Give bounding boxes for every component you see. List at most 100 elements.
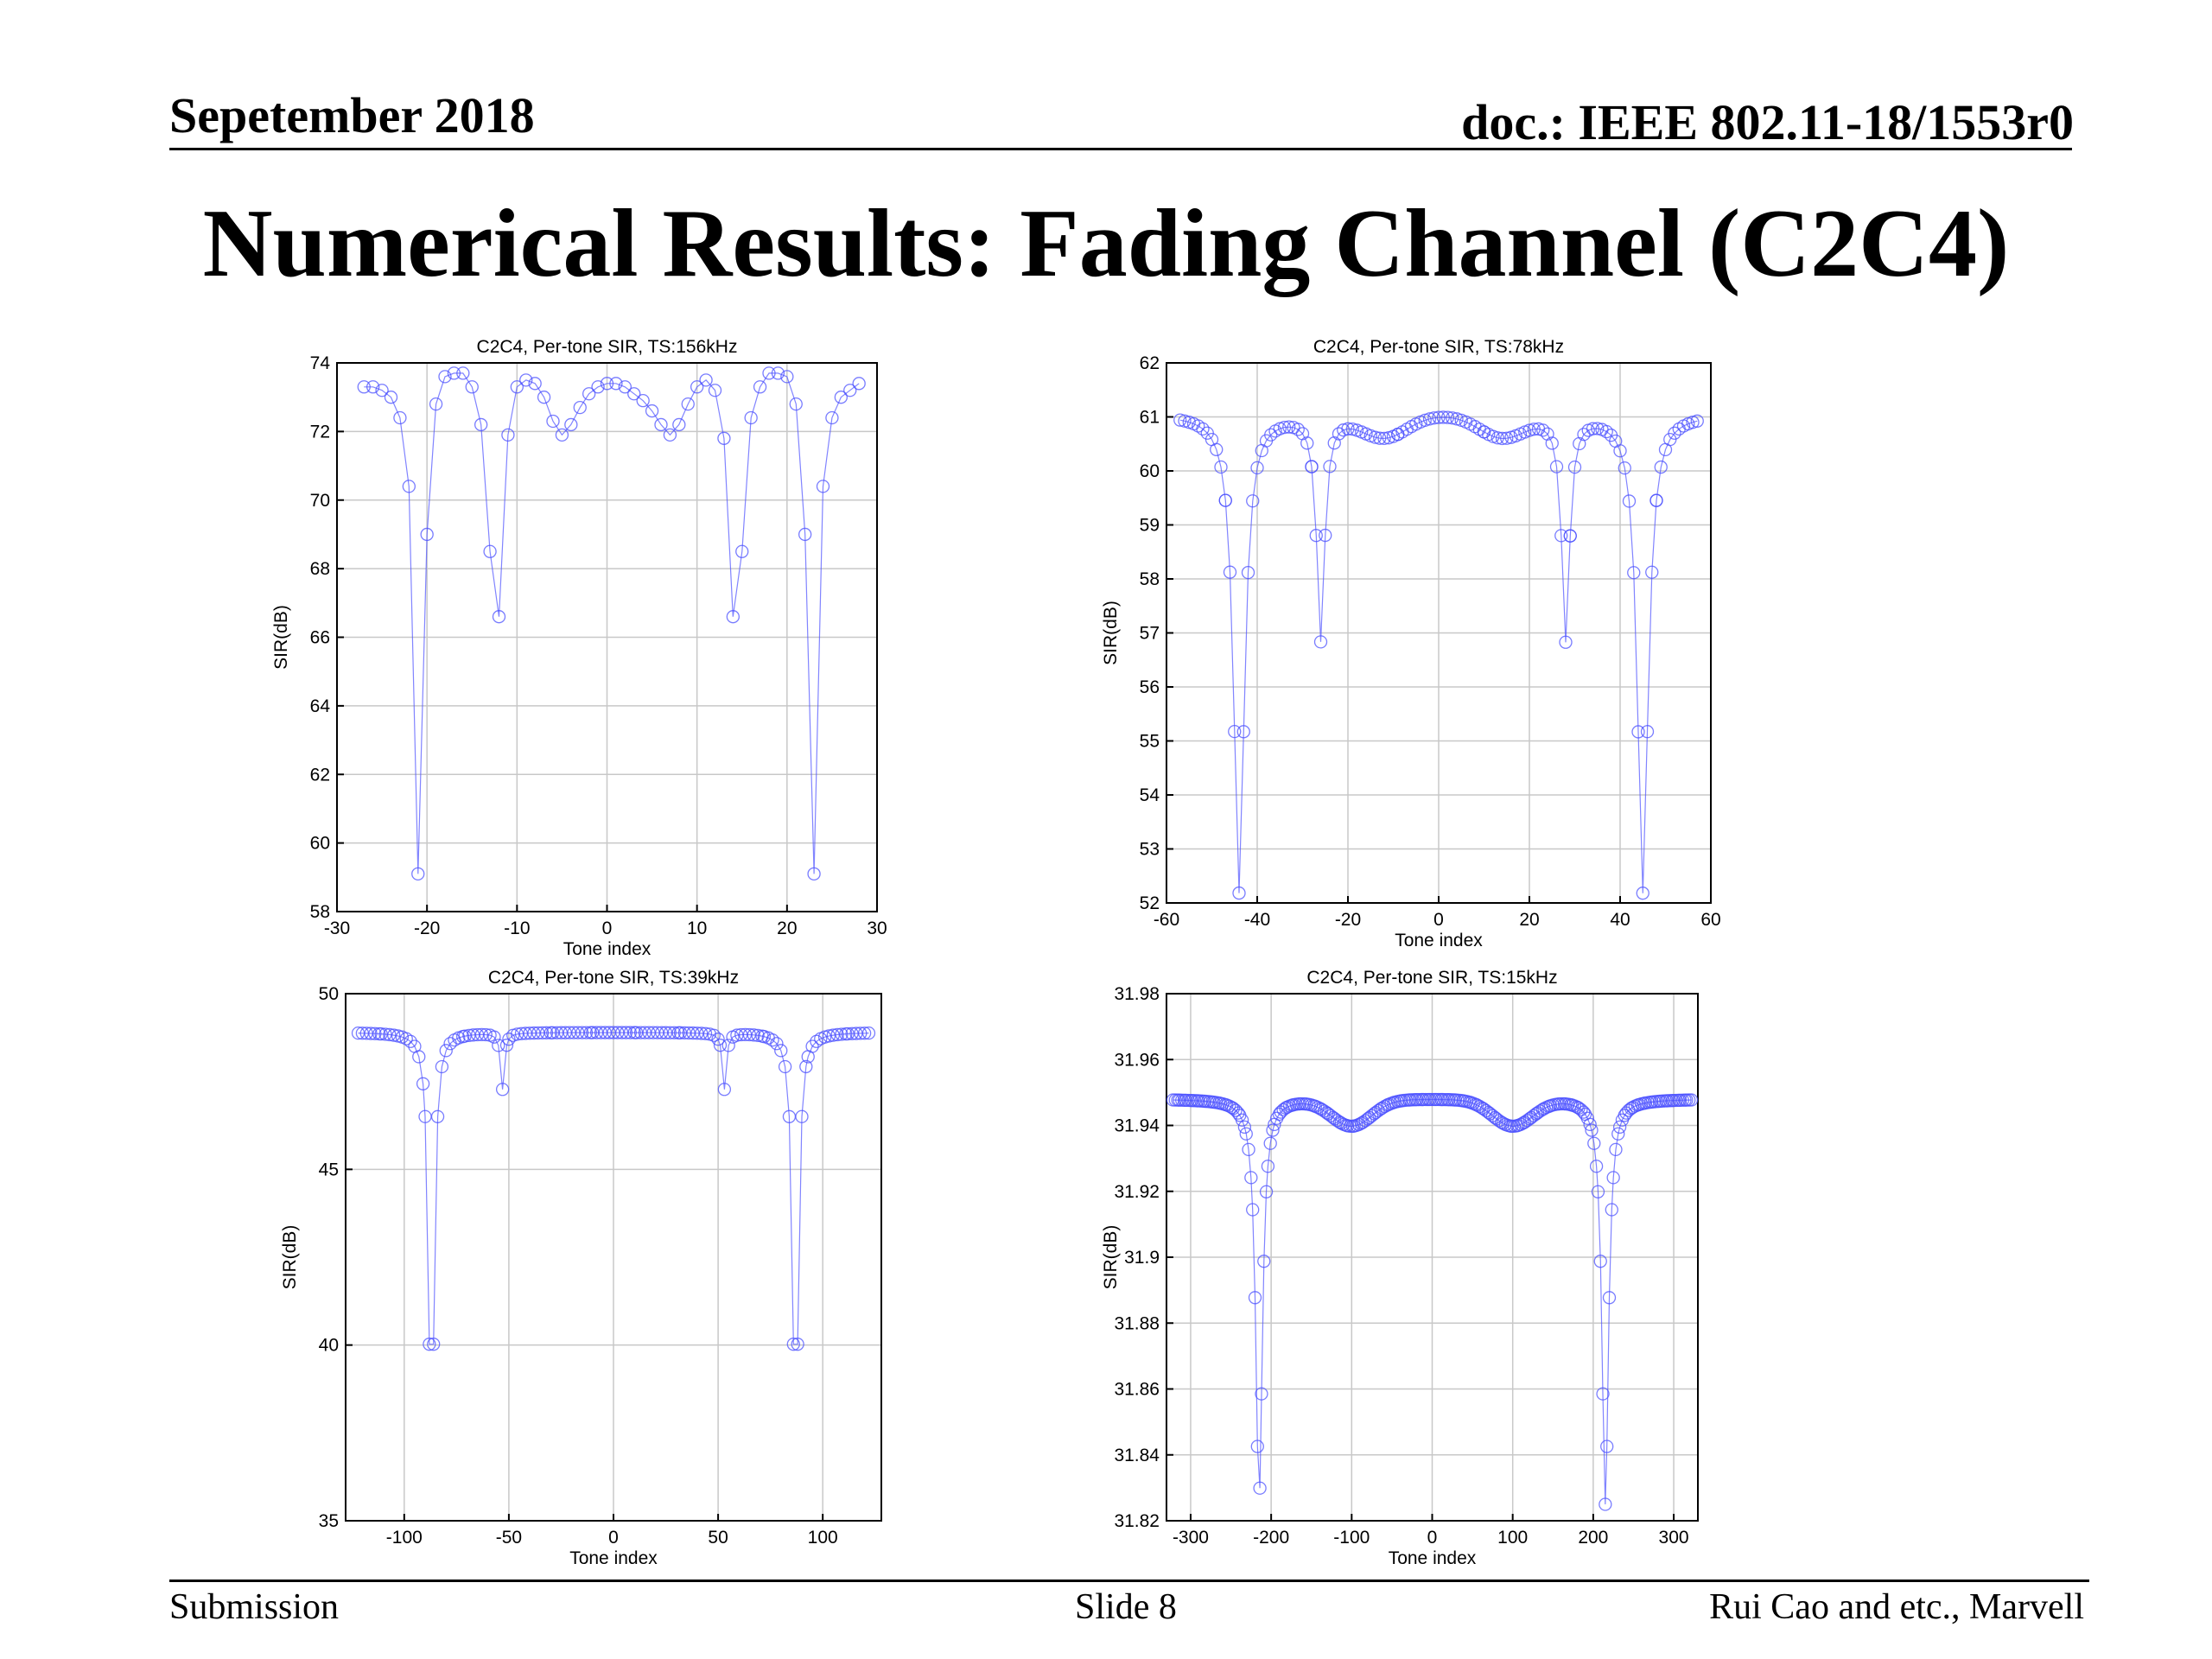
data-point bbox=[1373, 431, 1387, 445]
data-point bbox=[435, 1059, 449, 1074]
x-tick-label: 20 bbox=[1519, 910, 1539, 930]
y-tick-label: 74 bbox=[310, 353, 331, 373]
footer-authors: Rui Cao and etc., Marvell bbox=[1709, 1587, 2084, 1627]
data-point bbox=[412, 1050, 426, 1064]
data-point bbox=[1583, 1117, 1597, 1131]
data-point bbox=[619, 1026, 633, 1039]
data-point bbox=[816, 480, 830, 493]
data-point bbox=[717, 1083, 732, 1096]
data-point bbox=[378, 1027, 392, 1041]
y-tick-label: 64 bbox=[310, 696, 331, 716]
y-tick-label: 66 bbox=[310, 628, 330, 648]
footer-rule bbox=[169, 1580, 2089, 1582]
data-point bbox=[695, 1027, 709, 1040]
data-point bbox=[528, 377, 542, 391]
data-point bbox=[1522, 423, 1536, 437]
y-tick-label: 56 bbox=[1140, 677, 1160, 697]
data-point bbox=[645, 404, 659, 418]
y-tick-label: 40 bbox=[319, 1336, 339, 1356]
data-point bbox=[690, 380, 704, 394]
data-point bbox=[573, 400, 587, 415]
data-point bbox=[1313, 635, 1328, 649]
x-tick-label: 30 bbox=[867, 918, 887, 938]
x-tick-label: 60 bbox=[1700, 910, 1720, 930]
y-tick-label: 31.88 bbox=[1114, 1313, 1160, 1333]
x-tick-label: -100 bbox=[1333, 1528, 1370, 1548]
data-point bbox=[1264, 428, 1278, 442]
data-point bbox=[1611, 1127, 1625, 1141]
y-tick-label: 35 bbox=[319, 1511, 339, 1531]
data-point bbox=[1618, 461, 1631, 475]
data-point bbox=[1684, 1093, 1699, 1107]
data-point bbox=[1440, 410, 1455, 424]
data-point bbox=[600, 377, 614, 391]
data-point bbox=[582, 387, 596, 401]
x-tick-label: -10 bbox=[504, 918, 530, 938]
data-point bbox=[825, 410, 839, 425]
data-point bbox=[1291, 423, 1305, 436]
x-axis-label: Tone index bbox=[563, 939, 652, 959]
data-point bbox=[1218, 493, 1232, 507]
y-tick-label: 31.84 bbox=[1114, 1446, 1160, 1465]
y-tick-label: 45 bbox=[319, 1160, 339, 1179]
data-point bbox=[717, 431, 731, 445]
data-point bbox=[1244, 1171, 1258, 1185]
data-point bbox=[1606, 1171, 1620, 1185]
data-point bbox=[789, 397, 803, 411]
y-tick-label: 61 bbox=[1140, 408, 1160, 428]
data-point bbox=[1586, 422, 1600, 435]
data-point bbox=[1239, 1127, 1253, 1141]
data-point bbox=[1242, 1142, 1255, 1157]
chart-sir-39khz: -100 -50 0 50 100 35 40 45 50 C2C4, Per-tone SIR,… bbox=[280, 968, 882, 1568]
data-point bbox=[1600, 1440, 1614, 1453]
y-tick-label: 31.9 bbox=[1124, 1248, 1160, 1268]
y-tick-label: 55 bbox=[1140, 732, 1160, 752]
data-point bbox=[810, 1034, 823, 1048]
data-point bbox=[1609, 1142, 1623, 1157]
data-point bbox=[770, 1037, 784, 1051]
y-tick-label: 50 bbox=[319, 984, 339, 1004]
data-point bbox=[456, 366, 470, 380]
y-tick-label: 60 bbox=[310, 834, 330, 854]
data-point bbox=[1668, 426, 1681, 440]
footer-slide-number: Slide 8 bbox=[1075, 1587, 1177, 1627]
data-point bbox=[795, 1109, 809, 1123]
data-point bbox=[393, 410, 407, 425]
y-tick-label: 31.86 bbox=[1114, 1380, 1160, 1400]
x-tick-label: -30 bbox=[324, 918, 350, 938]
data-point bbox=[1259, 1185, 1274, 1198]
data-point bbox=[537, 391, 551, 404]
data-point bbox=[852, 377, 866, 391]
y-tick-label: 57 bbox=[1140, 624, 1160, 644]
data-point bbox=[1527, 423, 1541, 436]
x-tick-label: 200 bbox=[1578, 1528, 1608, 1548]
data-point bbox=[564, 417, 578, 432]
data-point bbox=[474, 1027, 489, 1041]
data-point bbox=[1591, 422, 1605, 435]
data-point bbox=[1690, 414, 1704, 428]
data-point bbox=[1446, 411, 1459, 425]
data-point bbox=[579, 1026, 594, 1039]
x-tick-label: 50 bbox=[708, 1528, 728, 1548]
data-point bbox=[1236, 725, 1250, 739]
data-point bbox=[721, 1039, 735, 1052]
data-point bbox=[843, 384, 857, 397]
data-point bbox=[383, 1027, 397, 1042]
data-point bbox=[479, 1027, 493, 1042]
y-tick-label: 72 bbox=[310, 422, 330, 442]
x-tick-label: -50 bbox=[496, 1528, 522, 1548]
data-point bbox=[1337, 423, 1351, 437]
data-point bbox=[1305, 460, 1319, 474]
data-point bbox=[1436, 410, 1450, 424]
x-tick-label: 300 bbox=[1659, 1528, 1689, 1548]
data-point bbox=[1554, 529, 1568, 543]
data-point bbox=[546, 414, 560, 429]
data-point bbox=[854, 1027, 868, 1040]
y-tick-label: 59 bbox=[1140, 516, 1160, 536]
data-point bbox=[1649, 493, 1663, 507]
data-point bbox=[778, 1059, 792, 1074]
data-point bbox=[822, 1029, 836, 1043]
data-point bbox=[807, 867, 821, 880]
chart-sir-78khz: -60 -40 -20 0 20 40 60 52 53 54 55 56 57 58 59 60 61 62 C2… bbox=[1101, 337, 1721, 950]
x-tick-label: 0 bbox=[1433, 910, 1444, 930]
